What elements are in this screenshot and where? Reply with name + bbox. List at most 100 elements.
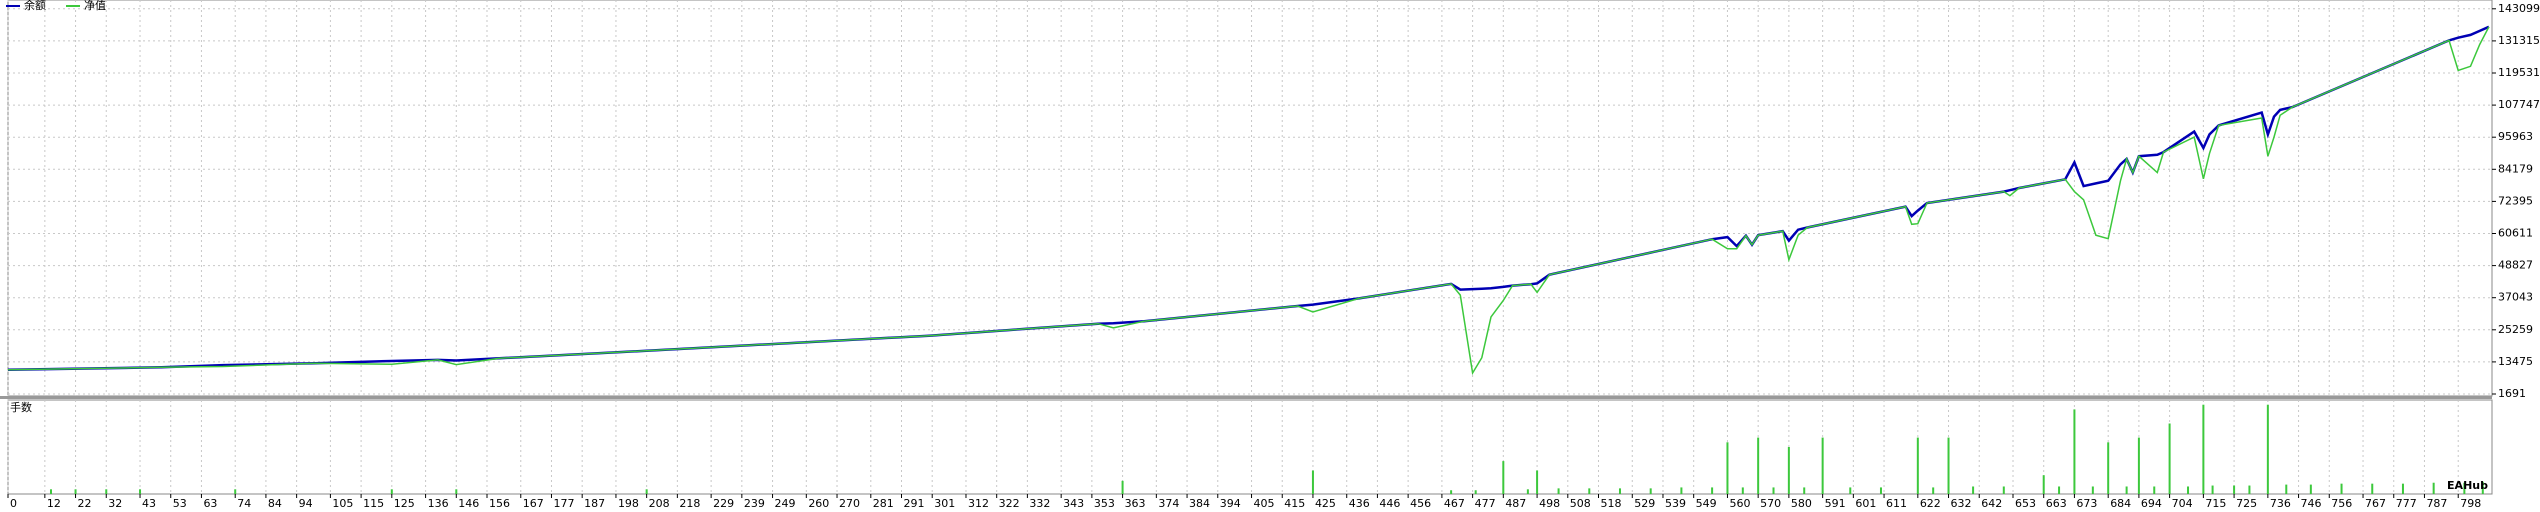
volume-bar xyxy=(2481,481,2484,494)
x-tick-label: 74 xyxy=(237,497,251,510)
series-line xyxy=(7,25,2490,371)
x-tick-label: 229 xyxy=(713,497,734,510)
x-tick-label: 322 xyxy=(999,497,1020,510)
x-tick-label: 736 xyxy=(2270,497,2291,510)
x-tick-label: 53 xyxy=(173,497,187,510)
x-tick-label: 787 xyxy=(2426,497,2447,510)
legend-label: 净值 xyxy=(84,0,106,12)
volume-bar xyxy=(1649,488,1652,494)
x-tick-label: 653 xyxy=(2015,497,2036,510)
x-tick-label: 405 xyxy=(1254,497,1275,510)
x-tick-label: 467 xyxy=(1444,497,1465,510)
x-tick-label: 549 xyxy=(1696,497,1717,510)
x-tick-label: 208 xyxy=(649,497,670,510)
volume-bar xyxy=(645,489,648,494)
x-tick-label: 301 xyxy=(934,497,955,510)
y-tick-label: 48827 xyxy=(2498,259,2533,272)
y-tick-label: 25259 xyxy=(2498,323,2533,336)
volume-bar xyxy=(234,489,237,494)
x-tick-label: 218 xyxy=(679,497,700,510)
volume-bar xyxy=(2042,475,2045,494)
x-tick-label: 622 xyxy=(1920,497,1941,510)
x-tick-label: 249 xyxy=(775,497,796,510)
y-tick-label: 37043 xyxy=(2498,291,2533,304)
x-tick-label: 239 xyxy=(744,497,765,510)
x-tick-label: 767 xyxy=(2365,497,2386,510)
volume-bar xyxy=(2309,484,2312,494)
volume-bar xyxy=(2153,486,2156,494)
volume-bar xyxy=(1588,488,1591,494)
volume-bar xyxy=(2187,486,2190,494)
x-tick-label: 446 xyxy=(1379,497,1400,510)
volume-bar xyxy=(1849,487,1852,494)
x-tick-label: 363 xyxy=(1125,497,1146,510)
volume-bar xyxy=(2058,486,2061,494)
volume-bar xyxy=(1803,487,1806,494)
x-tick-label: 115 xyxy=(363,497,384,510)
volume-bar xyxy=(1680,487,1683,494)
volume-bar xyxy=(1536,470,1539,494)
volume-bar xyxy=(1726,442,1729,494)
y-tick-label: 143099 xyxy=(2498,2,2540,15)
x-tick-label: 704 xyxy=(2172,497,2193,510)
volume-bar xyxy=(1787,447,1790,494)
volume-bar xyxy=(2266,404,2269,494)
y-tick-label: 107747 xyxy=(2498,98,2540,111)
x-tick-label: 715 xyxy=(2205,497,2226,510)
x-tick-label: 270 xyxy=(839,497,860,510)
x-tick-label: 415 xyxy=(1284,497,1305,510)
volume-bar xyxy=(1932,487,1935,494)
y-tick-label: 95963 xyxy=(2498,130,2533,143)
x-tick-label: 94 xyxy=(299,497,313,510)
volume-bar xyxy=(1947,437,1950,494)
x-tick-label: 353 xyxy=(1094,497,1115,510)
x-tick-label: 136 xyxy=(428,497,449,510)
x-tick-label: 146 xyxy=(458,497,479,510)
x-tick-label: 436 xyxy=(1349,497,1370,510)
x-tick-label: 642 xyxy=(1981,497,2002,510)
x-tick-label: 746 xyxy=(2301,497,2322,510)
volume-bar xyxy=(139,489,142,494)
x-tick-label: 777 xyxy=(2396,497,2417,510)
x-tick-label: 291 xyxy=(904,497,925,510)
x-tick-label: 187 xyxy=(584,497,605,510)
x-tick-label: 591 xyxy=(1825,497,1846,510)
volume-bar xyxy=(1526,489,1529,494)
x-tick-label: 477 xyxy=(1475,497,1496,510)
legend-label: 余额 xyxy=(24,0,46,12)
volume-bar xyxy=(390,489,393,494)
x-tick-label: 560 xyxy=(1729,497,1750,510)
volume-bar xyxy=(2202,404,2205,494)
volume-bar xyxy=(1502,461,1505,494)
x-tick-label: 684 xyxy=(2110,497,2131,510)
volume-bar xyxy=(1474,490,1477,494)
volume-bar xyxy=(1311,470,1314,494)
panel-title: 手数 xyxy=(10,400,32,414)
x-tick-label: 611 xyxy=(1886,497,1907,510)
volume-bar xyxy=(1450,490,1453,494)
volume-bar xyxy=(2401,483,2404,494)
x-tick-label: 456 xyxy=(1410,497,1431,510)
x-tick-label: 508 xyxy=(1570,497,1591,510)
x-tick-label: 343 xyxy=(1063,497,1084,510)
volume-bar xyxy=(455,489,458,494)
volume-bar xyxy=(2073,409,2076,494)
x-tick-label: 632 xyxy=(1951,497,1972,510)
volume-bar xyxy=(2463,482,2466,494)
volume-bar xyxy=(2091,486,2094,494)
x-tick-label: 798 xyxy=(2460,497,2481,510)
volume-bar xyxy=(74,489,77,494)
y-tick-label: 13475 xyxy=(2498,355,2533,368)
volume-bar xyxy=(1821,437,1824,494)
x-tick-label: 260 xyxy=(808,497,829,510)
x-tick-label: 281 xyxy=(873,497,894,510)
volume-bar xyxy=(2432,482,2435,494)
x-tick-label: 22 xyxy=(78,497,92,510)
volume-bar xyxy=(2137,437,2140,494)
volume-bar xyxy=(1879,487,1882,494)
volume-bar xyxy=(1618,488,1621,494)
x-tick-label: 756 xyxy=(2331,497,2352,510)
x-tick-label: 12 xyxy=(47,497,61,510)
series-line xyxy=(7,26,2490,376)
x-tick-label: 663 xyxy=(2046,497,2067,510)
